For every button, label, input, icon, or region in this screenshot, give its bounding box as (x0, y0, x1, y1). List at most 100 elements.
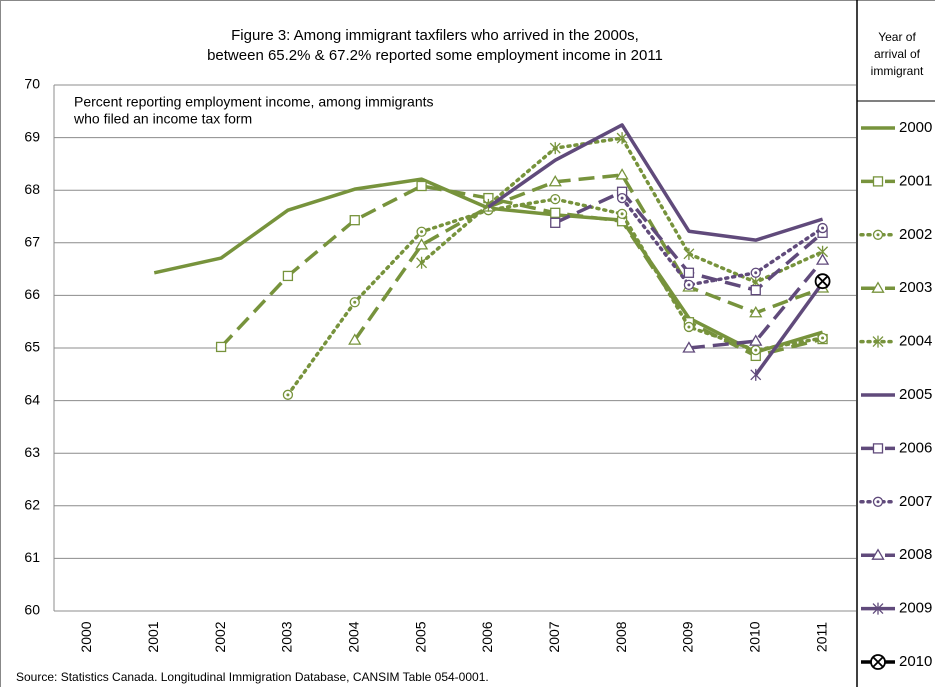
y-tick-label: 64 (24, 391, 40, 407)
x-tick-label: 2001 (145, 621, 161, 652)
series-marker (683, 279, 695, 291)
x-tick-label: 2000 (78, 621, 94, 652)
legend-marker (872, 176, 884, 187)
series-marker (750, 344, 761, 356)
x-tick-label: 2006 (479, 621, 495, 652)
legend-title: arrival of (874, 47, 921, 61)
series-marker (683, 267, 695, 278)
series-marker (416, 256, 428, 269)
x-tick-label: 2010 (746, 621, 762, 652)
y-tick-label: 68 (24, 181, 40, 197)
series-marker (616, 208, 628, 220)
y-tick-label: 63 (24, 444, 40, 460)
marker-dot (754, 348, 758, 352)
legend-item: 2005 (861, 386, 932, 403)
legend-title: Year of (878, 30, 916, 44)
y-tick-label: 65 (24, 339, 40, 355)
legend-item: 2010 (861, 653, 932, 670)
legend-title: immigrant (871, 64, 924, 78)
series-marker (550, 207, 561, 218)
marker-dot (553, 197, 557, 201)
legend-item: 2002 (859, 226, 932, 243)
source: Source: Statistics Canada. Longitudinal … (16, 670, 489, 684)
series-marker (683, 321, 695, 333)
series-line (487, 123, 824, 242)
marker-dot (821, 336, 825, 340)
series-marker (550, 193, 561, 205)
series-marker (616, 192, 628, 204)
y-tick-label: 60 (24, 602, 40, 618)
marker-dot (687, 325, 691, 329)
legend-item: 2009 (861, 600, 932, 617)
marker-dot (420, 230, 424, 234)
series-marker (282, 389, 294, 400)
series-marker (750, 368, 762, 381)
series-marker (414, 238, 429, 250)
marker-dot (754, 271, 758, 275)
series-marker (616, 132, 628, 145)
legend-label: 2000 (899, 119, 932, 136)
legend-marker (872, 496, 884, 507)
x-tick-label: 2009 (680, 621, 696, 652)
series-line (353, 173, 824, 342)
x-tick-label: 2004 (345, 621, 361, 652)
legend-item: 2000 (861, 119, 932, 136)
legend-label: 2007 (899, 493, 932, 510)
series-marker (416, 180, 427, 192)
y-tick-label: 61 (24, 549, 40, 565)
series-marker (750, 284, 761, 296)
series-marker (817, 222, 828, 234)
legend-marker (871, 548, 885, 560)
series-marker (349, 215, 360, 226)
series-marker (749, 334, 763, 346)
y-tick-label: 69 (24, 128, 40, 144)
series-marker (416, 226, 427, 237)
chart-title: Figure 3: Among immigrant taxfilers who … (231, 27, 639, 44)
y-tick-label: 70 (24, 76, 40, 92)
x-tick-label: 2005 (412, 621, 428, 652)
marker-dot (876, 500, 880, 504)
series-marker (815, 253, 830, 265)
x-tick-label: 2003 (279, 621, 295, 652)
legend-label: 2005 (899, 386, 932, 403)
series-marker (682, 341, 696, 353)
marker-dot (353, 300, 357, 304)
legend-label: 2008 (899, 546, 932, 563)
x-tick-label: 2008 (613, 621, 629, 652)
legend-marker (870, 654, 886, 670)
legend-item: 2001 (861, 172, 932, 189)
x-tick-label: 2002 (212, 621, 228, 652)
marker-dot (620, 196, 624, 200)
annotation: Percent reporting employment income, amo… (74, 94, 434, 110)
legend-marker (872, 602, 884, 615)
chart-title: between 65.2% & 67.2% reported some empl… (207, 47, 663, 64)
x-tick-label: 2011 (813, 622, 829, 652)
series-marker (749, 305, 763, 318)
y-tick-label: 67 (24, 234, 40, 250)
legend-label: 2010 (899, 653, 932, 670)
series-line (620, 196, 825, 287)
legend-marker (872, 229, 884, 240)
series-marker (282, 270, 294, 282)
legend-label: 2009 (899, 600, 932, 617)
series-marker (549, 142, 561, 155)
legend-label: 2001 (899, 172, 932, 189)
series-marker (348, 333, 362, 345)
series-marker (814, 273, 831, 290)
y-tick-label: 62 (24, 497, 40, 513)
series-marker (683, 247, 695, 260)
marker-dot (620, 212, 624, 216)
series-marker (548, 174, 562, 187)
x-tick-label: 2007 (546, 621, 562, 652)
marker-dot (687, 283, 691, 287)
series-marker (750, 267, 761, 278)
legend-item: 2004 (859, 333, 932, 350)
marker-dot (876, 233, 880, 237)
legend-label: 2002 (899, 226, 932, 243)
marker-dot (286, 393, 290, 397)
legend-item: 2003 (861, 279, 932, 296)
legend-item: 2007 (859, 493, 932, 510)
y-tick-label: 66 (24, 286, 40, 302)
series-marker (615, 168, 629, 180)
